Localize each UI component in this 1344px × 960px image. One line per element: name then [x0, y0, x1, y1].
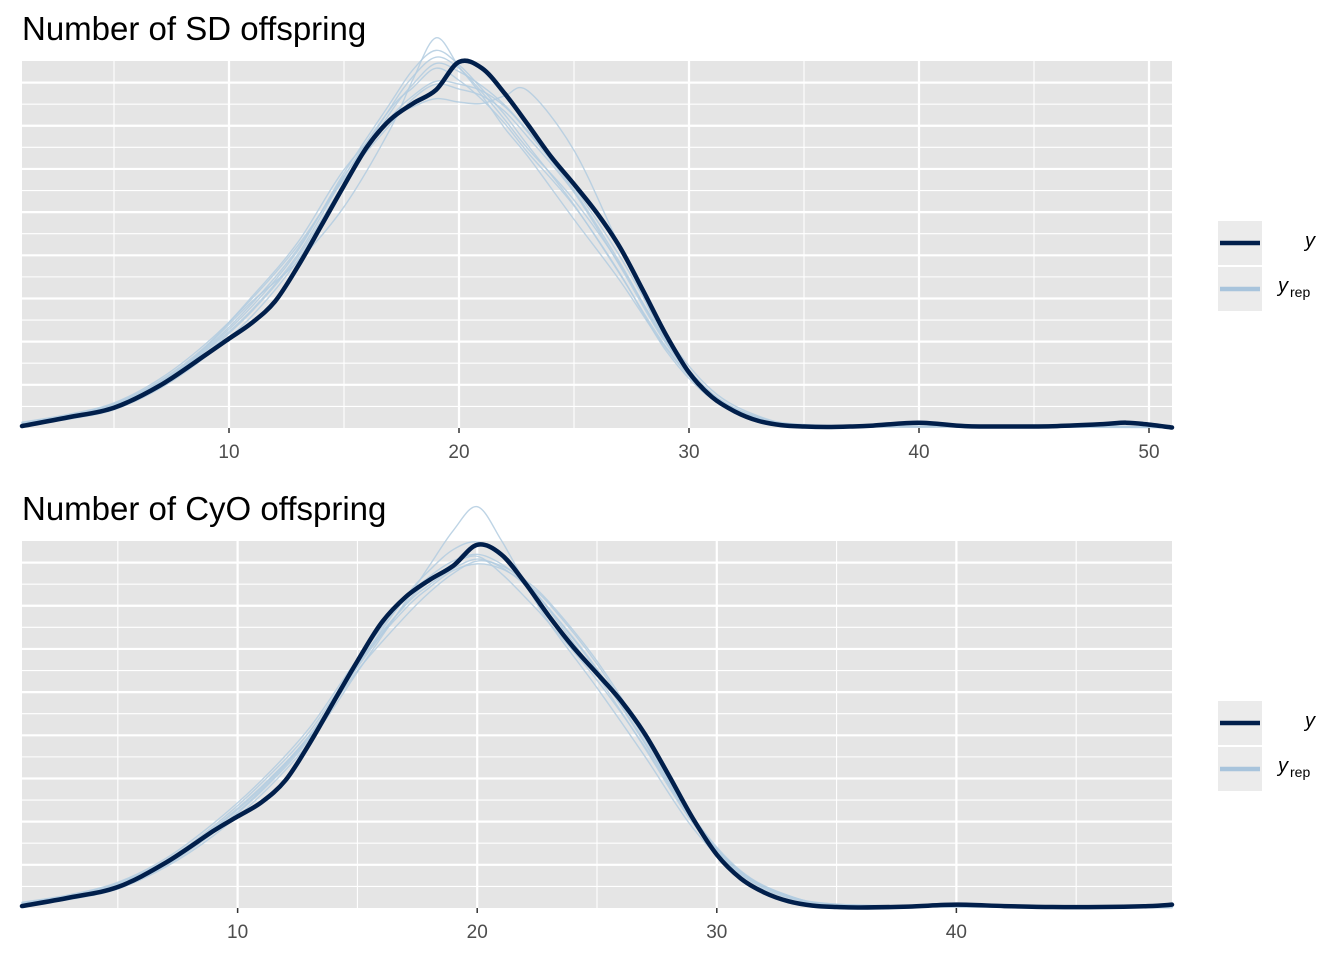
- x-tick-label: 10: [218, 442, 239, 463]
- cyo-gridlines: [22, 541, 1172, 908]
- sd-gridlines: [22, 61, 1172, 428]
- cyo-panel-title: Number of CyO offspring: [22, 490, 386, 527]
- x-tick-label: 50: [1138, 442, 1159, 463]
- cyo-offspring-panel: Number of CyO offspring 10 20 30 40: [19, 490, 1175, 943]
- x-tick-label: 30: [678, 442, 699, 463]
- sd-legend: y y rep: [1218, 221, 1316, 311]
- legend-label-yrep-sub: rep: [1290, 284, 1310, 300]
- x-tick-label: 40: [908, 442, 929, 463]
- legend-label-yrep: y rep: [1276, 755, 1310, 780]
- x-tick-label: 40: [946, 922, 967, 943]
- observed-density-line: [19, 58, 1175, 430]
- sd-density-lines: [19, 37, 1175, 430]
- observed-density-line: [19, 542, 1175, 910]
- legend-label-yrep-main: y: [1276, 275, 1289, 297]
- legend-label-yrep: y rep: [1276, 275, 1310, 300]
- x-tick-label: 20: [467, 922, 488, 943]
- legend-label-yrep-main: y: [1276, 755, 1289, 777]
- sd-offspring-panel: Number of SD offspring 10 20 30 40 50: [19, 10, 1175, 463]
- x-tick-label: 10: [227, 922, 248, 943]
- cyo-x-axis-ticks: 10 20 30 40: [227, 908, 967, 943]
- replicated-density-line-6: [21, 558, 1173, 909]
- cyo-density-lines: [19, 505, 1175, 910]
- cyo-legend: y y rep: [1218, 701, 1316, 791]
- sd-plot-background: [22, 61, 1172, 428]
- x-tick-label: 20: [448, 442, 469, 463]
- legend-label-y: y: [1303, 230, 1316, 252]
- legend-label-yrep-sub: rep: [1290, 764, 1310, 780]
- sd-x-axis-ticks: 10 20 30 40 50: [218, 428, 1160, 463]
- legend-label-y: y: [1303, 710, 1316, 732]
- sd-panel-title: Number of SD offspring: [22, 10, 366, 47]
- x-tick-label: 30: [706, 922, 727, 943]
